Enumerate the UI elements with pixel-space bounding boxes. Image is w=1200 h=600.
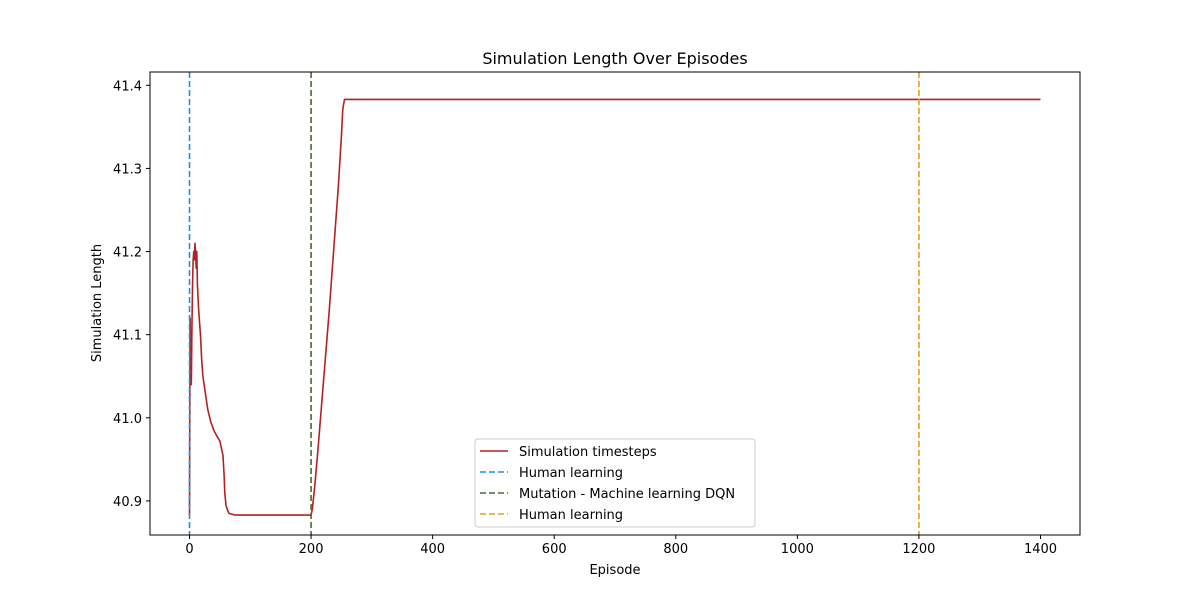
- legend-label: Simulation timesteps: [519, 445, 657, 460]
- x-tick-label: 800: [663, 542, 688, 557]
- y-tick-label: 41.1: [113, 329, 142, 344]
- x-tick-label: 1400: [1024, 542, 1057, 557]
- y-tick-label: 41.3: [113, 162, 142, 177]
- chart-title: Simulation Length Over Episodes: [482, 49, 747, 68]
- series-line-simulation-timesteps: [188, 98, 1041, 516]
- y-tick-label: 41.4: [113, 79, 142, 94]
- legend: Simulation timesteps Human learning Mutati…: [474, 438, 756, 528]
- x-tick-label: 1200: [902, 542, 935, 557]
- y-axis-label: Simulation Length: [90, 244, 105, 362]
- legend-label: Human learning: [519, 508, 623, 523]
- y-tick-label: 41.0: [113, 412, 142, 427]
- y-tick-label: 40.9: [113, 495, 142, 510]
- x-tick-label: 1000: [781, 542, 814, 557]
- legend-label: Mutation - Machine learning DQN: [519, 487, 735, 502]
- x-tick-label: 200: [299, 542, 324, 557]
- x-tick-label: 0: [185, 542, 193, 557]
- legend-label: Human learning: [519, 466, 623, 481]
- plot-frame: [149, 71, 1081, 536]
- legend-box: [474, 438, 756, 528]
- y-tick-label: 41.2: [113, 246, 142, 261]
- x-tick-label: 400: [420, 542, 445, 557]
- x-tick-label: 600: [542, 542, 567, 557]
- x-axis-label: Episode: [589, 563, 640, 578]
